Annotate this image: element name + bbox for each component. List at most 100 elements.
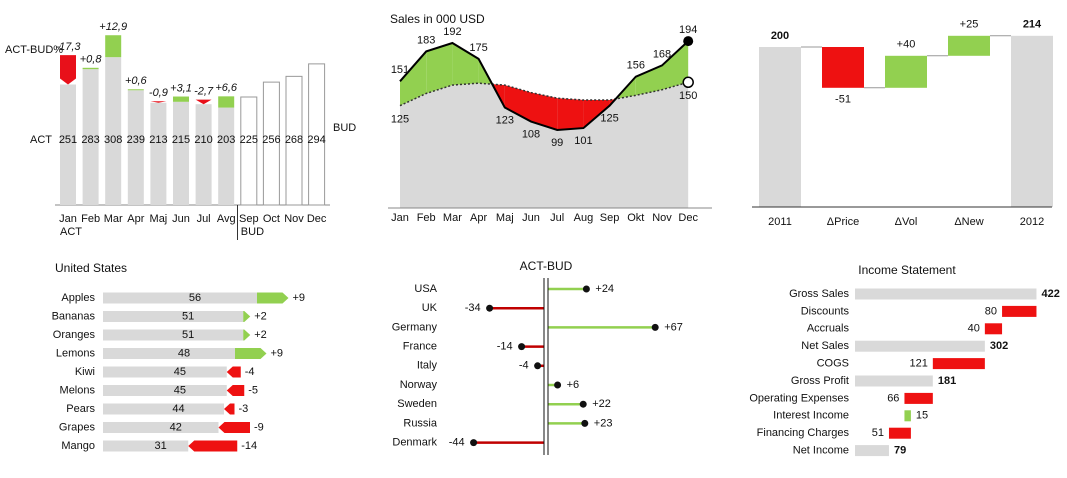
- y-tick-label: Sweden: [397, 398, 437, 410]
- variance-area: [635, 65, 662, 96]
- x-tick-label: Aug: [574, 212, 594, 224]
- value-label: 203: [217, 134, 235, 146]
- value-label: 48: [178, 347, 190, 359]
- variance-bar: [127, 89, 144, 91]
- y-tick-label: Pears: [66, 403, 95, 415]
- value-label: 44: [172, 403, 184, 415]
- bar: [103, 422, 219, 433]
- variance-label: -2,7: [194, 86, 214, 98]
- value-label: 45: [174, 366, 186, 378]
- variance-bar: [173, 96, 189, 102]
- variance-area: [557, 98, 584, 130]
- value-label: 80: [985, 305, 997, 317]
- value-label: +40: [897, 39, 916, 51]
- y-tick-label: Italy: [417, 360, 438, 372]
- budget-area: [400, 82, 689, 208]
- value-label: 40: [968, 323, 980, 335]
- value-label: -44: [449, 437, 465, 449]
- dot: [534, 362, 542, 370]
- value-label: 239: [127, 134, 145, 146]
- delta-arrow: [257, 292, 289, 304]
- delta-arrow: [243, 329, 251, 341]
- end-marker: [683, 36, 694, 47]
- dot: [651, 323, 659, 331]
- x-tick-label: 2011: [768, 216, 792, 228]
- value-label: 51: [872, 427, 884, 439]
- value-label: 215: [172, 134, 190, 146]
- delta-arrow: [188, 440, 238, 452]
- value-label: 151: [391, 64, 409, 76]
- variance-label: +12,9: [99, 21, 127, 33]
- variance-bar: [105, 35, 122, 58]
- value-label: 302: [990, 340, 1008, 352]
- x-tick-label: Jun: [522, 212, 540, 224]
- chart-title: ACT-BUD: [520, 259, 573, 273]
- delta-label: -5: [248, 384, 258, 396]
- bar: [888, 427, 911, 439]
- x-tick-label: ΔNew: [954, 216, 983, 228]
- x-tick-label: Nov: [652, 212, 672, 224]
- y-tick-label: Bananas: [52, 310, 96, 322]
- y-tick-label: Oranges: [53, 329, 96, 341]
- delta-label: -3: [239, 403, 249, 415]
- y-tick-label: Mango: [61, 440, 95, 452]
- bar: [103, 366, 227, 378]
- bar: [885, 55, 927, 88]
- value-label: +23: [594, 417, 613, 429]
- bar: [103, 385, 227, 396]
- value-label: 121: [909, 358, 927, 370]
- value-label: 101: [574, 135, 592, 147]
- delta-label: +9: [293, 292, 306, 304]
- y-tick-label: Kiwi: [75, 366, 95, 378]
- value-label: +24: [595, 283, 614, 295]
- delta-arrow: [226, 385, 245, 396]
- chart-title: Income Statement: [858, 263, 956, 277]
- act-bar: [60, 84, 76, 205]
- actual-line: [399, 40, 689, 131]
- delta-label: +2: [254, 310, 267, 322]
- act-bar: [127, 90, 144, 205]
- value-label: 210: [194, 134, 212, 146]
- bar: [1002, 305, 1037, 317]
- value-label: 213: [149, 134, 167, 146]
- value-label: 194: [679, 24, 697, 36]
- y-tick-label: Accruals: [807, 323, 850, 335]
- value-label: 168: [653, 48, 671, 60]
- y-tick-label: Financing Charges: [757, 427, 850, 439]
- act-bar: [105, 57, 122, 205]
- chart-title: Sales in 000 USD: [390, 12, 485, 26]
- delta-label: +2: [254, 329, 267, 341]
- budget-label: 125: [391, 114, 409, 126]
- bar: [948, 35, 990, 56]
- variance-label: +6,6: [215, 82, 238, 94]
- value-label: 51: [182, 329, 194, 341]
- value-label: 283: [81, 134, 99, 146]
- y-tick-label: UK: [422, 302, 438, 314]
- budget-label: 150: [679, 90, 697, 102]
- dot: [581, 419, 589, 427]
- x-tick-label: Jan: [59, 213, 77, 225]
- value-label: +22: [592, 398, 611, 410]
- dot: [554, 381, 562, 389]
- y-tick-label: Operating Expenses: [749, 392, 849, 404]
- variance-area: [452, 43, 479, 86]
- x-tick-label: ΔPrice: [827, 216, 859, 228]
- value-label: -4: [519, 360, 529, 372]
- variance-arrow: [60, 55, 76, 85]
- y-tick-label: France: [403, 341, 437, 353]
- series-name: BUD: [333, 122, 356, 134]
- variance-area: [400, 51, 427, 106]
- dot: [470, 439, 478, 447]
- value-label: 42: [170, 421, 182, 433]
- y-tick-label: Interest Income: [773, 410, 849, 422]
- value-label: 422: [1041, 288, 1059, 300]
- x-tick-label: Feb: [417, 212, 436, 224]
- value-label: -51: [835, 94, 851, 106]
- delta-label: -4: [245, 366, 255, 378]
- variance-label: +0,8: [80, 54, 103, 66]
- value-label: 31: [155, 440, 167, 452]
- bar: [984, 323, 1003, 335]
- value-label: 294: [307, 134, 325, 146]
- x-tick-label: Nov: [284, 213, 304, 225]
- dot: [486, 304, 494, 312]
